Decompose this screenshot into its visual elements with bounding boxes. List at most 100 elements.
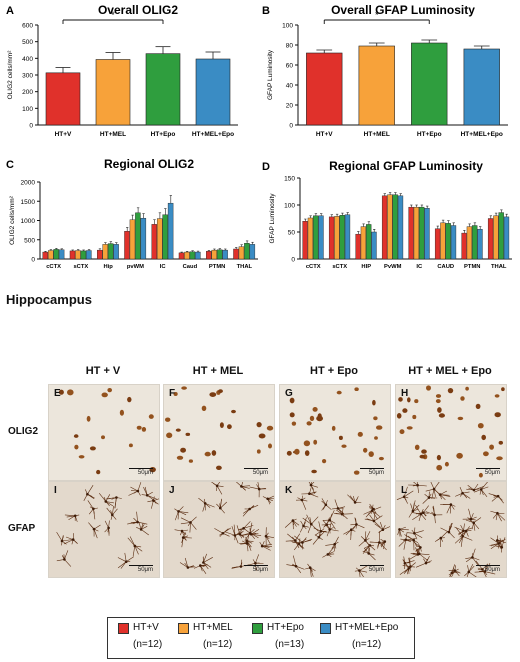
stained-nucleus [231,409,236,414]
bar [47,250,54,260]
bar [360,226,367,260]
scale-bar [244,468,268,469]
legend-label-htmelepo: HT+MEL+Epo [335,622,399,633]
bar [334,216,340,260]
astrocyte [362,546,376,561]
astrocyte [434,531,448,548]
micrograph-texture [286,387,384,475]
stained-nucleus [398,397,403,402]
astrocyte [495,537,506,553]
astrocyte [302,514,319,534]
stained-nucleus [460,396,465,401]
y-tick-label: 200 [22,89,33,96]
stained-nucleus [311,469,317,474]
row-label: GFAP [8,523,36,534]
stained-nucleus [436,454,441,461]
scale-bar [360,468,384,469]
astrocyte [325,523,339,537]
astrocyte [241,522,259,540]
micrograph-panel: J 50μm [163,481,275,578]
bar [461,232,467,260]
stained-nucleus [496,456,503,461]
astrocyte [415,555,432,568]
astrocyte [403,534,419,551]
astrocyte [408,482,427,494]
panel-letter: E [54,388,61,399]
hippocampus-title: Hippocampus [6,292,92,307]
astrocyte [242,504,259,517]
astrocyte [408,500,420,518]
panel-letter: A [6,5,14,17]
bar [249,244,256,260]
astrocyte [325,536,339,552]
bar [238,246,245,260]
x-tick-label: PTMN [464,264,480,270]
y-axis-label: GFAP Luminosity [269,193,276,244]
astrocyte [466,483,485,492]
astrocyte [106,505,118,520]
stained-nucleus [268,443,272,449]
panel-letter: I [54,485,57,496]
astrocyte [322,546,335,558]
panel-letter: L [401,485,408,496]
bar [184,251,190,260]
astrocyte [216,498,228,514]
bar [487,218,494,260]
astrocyte [308,482,318,494]
stained-nucleus [127,396,132,403]
stained-nucleus [291,421,297,426]
x-tick-label: CAUD [437,264,454,270]
bar [306,52,343,126]
y-axis-label: GFAP Luminosity [267,49,274,100]
scale-label: 50μm [368,567,384,573]
stained-nucleus [331,425,336,431]
bar [206,251,212,260]
group-label: HT + MEL [192,365,244,377]
chart-panel-b: B Overall GFAP Luminosity 0 20 40 60 80 100 GFAP… [262,3,508,138]
stained-nucleus [494,394,500,398]
astrocyte [105,496,122,509]
y-tick-label: 1000 [21,218,36,225]
stained-nucleus [204,451,211,457]
astrocyte [465,517,482,531]
bar [371,231,377,260]
stained-nucleus [74,444,79,450]
stained-nucleus [402,408,408,413]
astrocyte [211,482,224,495]
y-tick-label: 100 [22,106,33,113]
panel-letter: F [169,388,176,399]
bar [145,53,181,126]
astrocyte [305,563,316,577]
stained-nucleus [294,448,300,455]
stained-nucleus [128,443,133,448]
astrocyte [358,531,371,547]
stained-nucleus [372,399,376,406]
stained-nucleus [86,415,91,422]
stained-nucleus [316,415,323,422]
stained-nucleus [483,451,489,457]
bar [45,72,81,126]
stained-nucleus [435,394,442,398]
stained-nucleus [58,389,64,395]
bar [387,194,393,260]
bar [477,229,483,260]
stained-nucleus [426,385,431,391]
bar [434,228,441,260]
bar [42,251,48,260]
stained-nucleus [322,459,327,464]
astrocyte [56,531,73,546]
stained-nucleus [218,389,223,393]
astrocyte [354,564,369,577]
stained-nucleus [435,399,441,404]
stained-nucleus [256,449,261,454]
astrocyte [350,517,365,530]
panel-letter: D [262,161,270,173]
panel-letter: J [169,485,175,496]
astrocyte [362,538,376,554]
stained-nucleus [101,392,108,398]
astrocyte [262,495,274,505]
astrocyte [440,503,456,514]
legend-label-htepo: HT+Epo [267,622,304,633]
bar [450,225,457,260]
legend-swatch-htv [118,623,129,634]
